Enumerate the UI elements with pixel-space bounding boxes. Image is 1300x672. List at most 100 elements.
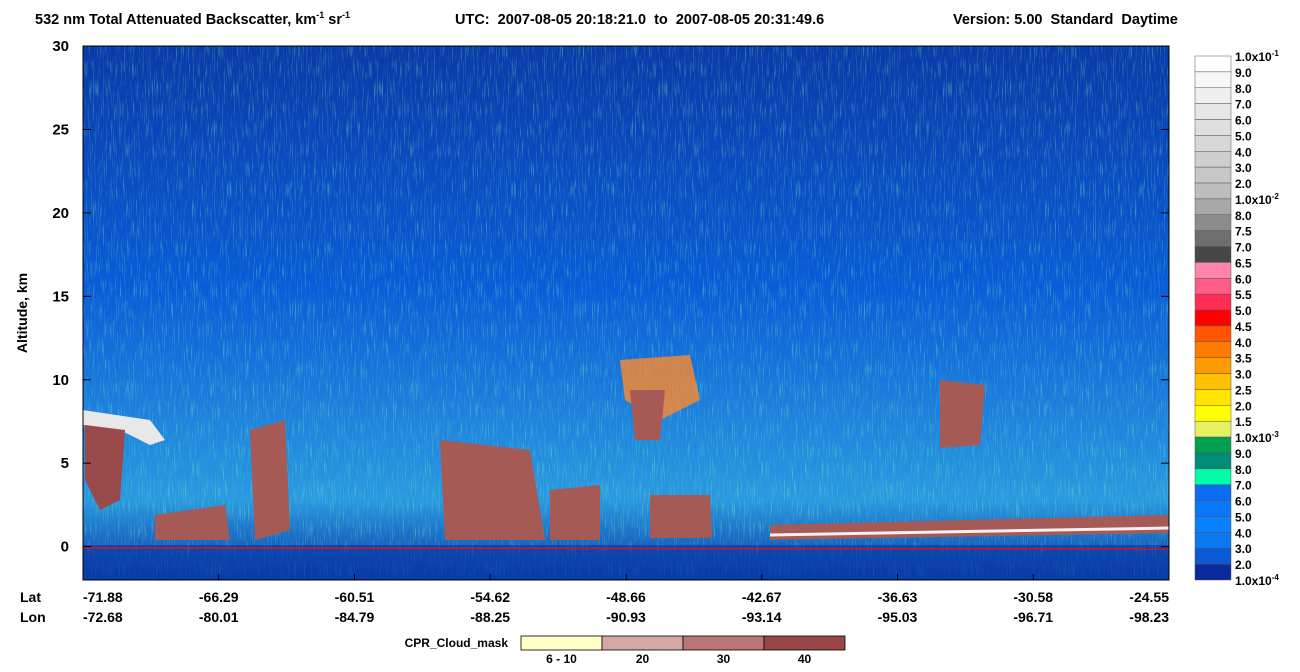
colorbar-label: 4.0: [1235, 145, 1252, 159]
colorbar-label: 3.0: [1235, 161, 1252, 175]
colorbar-swatch: [1194, 214, 1232, 231]
colorbar-swatch: [1194, 405, 1232, 422]
colorbar-label-text: 1.0x10: [1235, 431, 1272, 445]
colorbar-label: 1.5: [1235, 415, 1252, 429]
colorbar-swatch: [1194, 436, 1232, 454]
y-tick-label: 10: [52, 372, 69, 389]
colorbar-label: 9.0: [1235, 447, 1252, 461]
colorbar-swatch: [1194, 71, 1232, 89]
y-tick-label: 0: [61, 539, 69, 556]
colorbar-label: 3.0: [1235, 368, 1252, 382]
colorbar-swatch: [1194, 246, 1232, 263]
colorbar-label: 8.0: [1235, 209, 1252, 223]
colorbar-swatch: [1194, 389, 1232, 406]
y-tick-label: 25: [52, 121, 69, 138]
colorbar-swatch: [1194, 563, 1232, 581]
version: Version: 5.00 Standard Daytime: [953, 12, 1178, 28]
colorbar-swatch: [1194, 532, 1232, 549]
x-tick-label: -66.29: [199, 589, 239, 605]
colorbar-swatch: [1194, 135, 1232, 152]
x-tick-label: -98.23: [1129, 609, 1169, 625]
colorbar-label: 6.0: [1235, 495, 1252, 509]
cloud-mask-label: 20: [636, 652, 650, 666]
y-tick-label: 30: [52, 38, 69, 55]
x-tick-label: -96.71: [1013, 609, 1053, 625]
x-tick-label: -48.66: [606, 589, 646, 605]
colorbar-label-text: 1.0x10: [1235, 193, 1272, 207]
colorbar-swatch: [1194, 278, 1232, 295]
colorbar-label: 1.0x10-4: [1235, 573, 1279, 588]
colorbar-swatch: [1194, 420, 1232, 438]
colorbar-label: 5.0: [1235, 304, 1252, 318]
colorbar-label: 6.5: [1235, 256, 1252, 270]
colorbar-label-exp: -1: [1272, 49, 1280, 58]
x-tick-label: -93.14: [742, 609, 782, 625]
x-tick-label: -42.67: [742, 589, 782, 605]
x-tick-label: -30.58: [1013, 589, 1053, 605]
y-tick-label: 15: [52, 288, 69, 305]
colorbar-label: 5.0: [1235, 510, 1252, 524]
colorbar-label: 5.5: [1235, 288, 1252, 302]
colorbar-label: 7.0: [1235, 241, 1252, 255]
x-row-label: Lat: [20, 589, 41, 605]
y-tick-label: 20: [52, 205, 69, 222]
colorbar-swatch: [1194, 198, 1232, 216]
colorbar-label: 8.0: [1235, 82, 1252, 96]
colorbar-label: 1.0x10-1: [1235, 49, 1279, 64]
colorbar-swatch: [1194, 151, 1232, 168]
cloud-mask-swatch: [763, 635, 846, 651]
colorbar-label: 3.0: [1235, 542, 1252, 556]
colorbar-swatch: [1194, 293, 1232, 311]
colorbar-label: 2.0: [1235, 558, 1252, 572]
colorbar-label: 7.0: [1235, 98, 1252, 112]
cloud-mask-label: 30: [717, 652, 731, 666]
colorbar-swatch: [1194, 262, 1232, 279]
colorbar-label: 2.0: [1235, 177, 1252, 191]
colorbar-swatch: [1194, 119, 1232, 136]
x-tick-label: -54.62: [470, 589, 510, 605]
colorbar-swatch: [1194, 500, 1232, 517]
colorbar-label: 9.0: [1235, 66, 1252, 80]
colorbar-swatch: [1194, 55, 1232, 73]
colorbar-label-exp: -2: [1272, 192, 1280, 201]
colorbar-label: 6.0: [1235, 272, 1252, 286]
colorbar-label: 2.0: [1235, 399, 1252, 413]
plot-background: [82, 46, 1170, 580]
colorbar-label-text: 1.0x10: [1235, 50, 1272, 64]
y-tick-label: 5: [61, 455, 69, 472]
cloud-mask-swatch: [682, 635, 765, 651]
colorbar-swatch: [1194, 230, 1232, 247]
colorbar-swatch: [1194, 103, 1232, 120]
colorbar-swatch: [1194, 452, 1232, 470]
time-range: UTC: 2007-08-05 20:18:21.0 to 2007-08-05…: [455, 12, 824, 28]
colorbar-label-exp: -3: [1272, 430, 1280, 439]
x-tick-label: -72.68: [83, 609, 123, 625]
colorbar-label: 4.0: [1235, 336, 1252, 350]
colorbar-swatch: [1194, 325, 1232, 343]
colorbar-swatch: [1194, 516, 1232, 533]
x-tick-label: -84.79: [335, 609, 375, 625]
colorbar-label: 5.0: [1235, 129, 1252, 143]
colorbar-swatch: [1194, 341, 1232, 358]
x-tick-label: -36.63: [878, 589, 918, 605]
colorbar-label: 2.5: [1235, 383, 1252, 397]
cloud-mask-title: CPR_Cloud_mask: [405, 636, 509, 650]
colorbar-label: 7.5: [1235, 225, 1252, 239]
colorbar-swatch: [1194, 357, 1232, 374]
cloud-mask-swatch: [601, 635, 684, 651]
x-tick-label: -88.25: [470, 609, 510, 625]
x-tick-label: -80.01: [199, 609, 239, 625]
colorbar-swatch: [1194, 373, 1232, 390]
x-tick-label: -60.51: [335, 589, 375, 605]
colorbar-label: 6.0: [1235, 114, 1252, 128]
colorbar-swatch: [1194, 166, 1232, 184]
cloud-mask-label: 40: [798, 652, 812, 666]
colorbar-label: 4.0: [1235, 526, 1252, 540]
colorbar-label: 8.0: [1235, 463, 1252, 477]
x-tick-label: -24.55: [1129, 589, 1169, 605]
colorbar-label: 4.5: [1235, 320, 1252, 334]
x-tick-label: -95.03: [878, 609, 918, 625]
colorbar-label-exp: -4: [1272, 573, 1280, 582]
colorbar-swatch: [1194, 87, 1232, 104]
